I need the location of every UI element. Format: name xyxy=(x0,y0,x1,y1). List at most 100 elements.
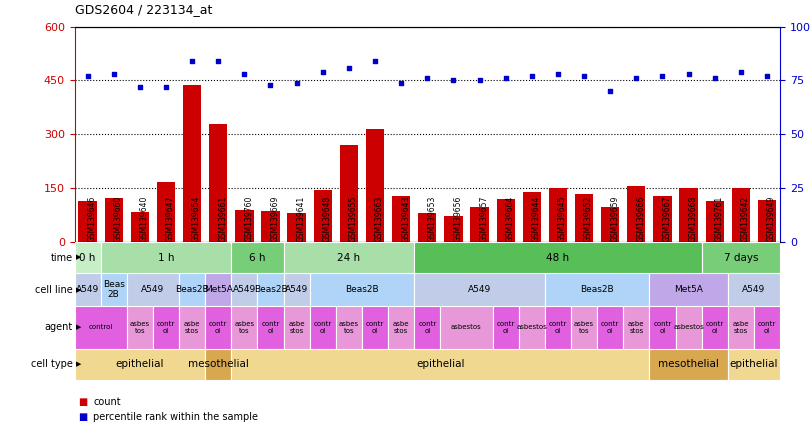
Text: contr
ol: contr ol xyxy=(366,321,384,334)
Text: mesothelial: mesothelial xyxy=(659,359,719,369)
Text: GSM139663: GSM139663 xyxy=(375,196,384,242)
Text: ■: ■ xyxy=(79,412,87,422)
Text: cell type: cell type xyxy=(31,359,73,369)
Bar xyxy=(601,207,620,242)
Text: GSM139655: GSM139655 xyxy=(349,196,358,242)
Bar xyxy=(232,349,650,380)
Bar xyxy=(232,306,258,349)
Text: GSM139659: GSM139659 xyxy=(610,196,619,242)
Bar xyxy=(75,242,100,273)
Bar xyxy=(100,242,232,273)
Text: 48 h: 48 h xyxy=(547,253,569,262)
Bar xyxy=(727,273,780,306)
Text: Beas
2B: Beas 2B xyxy=(103,280,125,299)
Text: cell line: cell line xyxy=(35,285,73,295)
Text: ▶: ▶ xyxy=(76,361,82,367)
Text: asbes
tos: asbes tos xyxy=(234,321,254,334)
Bar xyxy=(545,306,571,349)
Text: 1 h: 1 h xyxy=(158,253,174,262)
Point xyxy=(603,88,616,95)
Bar xyxy=(518,306,545,349)
Bar xyxy=(104,198,123,242)
Point xyxy=(185,58,198,65)
Bar xyxy=(758,200,776,242)
Point xyxy=(735,68,748,75)
Bar xyxy=(205,273,232,306)
Bar xyxy=(75,349,205,380)
Text: asbestos: asbestos xyxy=(517,325,548,330)
Bar xyxy=(497,199,515,242)
Text: asbe
stos: asbe stos xyxy=(628,321,645,334)
Point xyxy=(238,71,251,78)
Bar xyxy=(676,306,701,349)
Bar xyxy=(650,306,676,349)
Bar xyxy=(157,182,175,242)
Bar xyxy=(414,242,701,273)
Text: count: count xyxy=(93,397,121,407)
Bar xyxy=(414,306,441,349)
Text: GSM139653: GSM139653 xyxy=(428,196,437,242)
Bar xyxy=(235,210,254,242)
Text: Beas2B: Beas2B xyxy=(175,285,209,294)
Bar xyxy=(388,306,414,349)
Bar xyxy=(492,306,518,349)
Point xyxy=(656,73,669,80)
Bar xyxy=(654,196,671,242)
Bar xyxy=(179,306,205,349)
Text: contr
ol: contr ol xyxy=(262,321,279,334)
Point xyxy=(526,73,539,80)
Text: GSM139640: GSM139640 xyxy=(140,196,149,242)
Text: 6 h: 6 h xyxy=(249,253,266,262)
Bar xyxy=(575,194,593,242)
Point xyxy=(682,71,695,78)
Bar xyxy=(731,188,750,242)
Bar xyxy=(727,306,754,349)
Point xyxy=(134,83,147,91)
Text: A549: A549 xyxy=(285,285,309,294)
Bar xyxy=(444,216,463,242)
Text: asbe
stos: asbe stos xyxy=(393,321,409,334)
Text: contr
ol: contr ol xyxy=(497,321,515,334)
Point xyxy=(316,68,329,75)
Text: contr
ol: contr ol xyxy=(601,321,620,334)
Bar xyxy=(362,306,388,349)
Text: A549: A549 xyxy=(232,285,256,294)
Text: GSM139647: GSM139647 xyxy=(166,196,175,242)
Text: GSM139656: GSM139656 xyxy=(454,196,463,242)
Text: GSM139661: GSM139661 xyxy=(218,196,228,242)
Bar xyxy=(571,306,597,349)
Text: GSM139648: GSM139648 xyxy=(322,196,332,242)
Text: contr
ol: contr ol xyxy=(706,321,724,334)
Text: GSM139660: GSM139660 xyxy=(113,196,123,242)
Point xyxy=(473,77,486,84)
Bar xyxy=(288,213,305,242)
Text: GSM139643: GSM139643 xyxy=(401,196,410,242)
Bar xyxy=(205,349,232,380)
Bar xyxy=(701,242,780,273)
Text: GSM139646: GSM139646 xyxy=(87,196,96,242)
Text: contr
ol: contr ol xyxy=(654,321,671,334)
Text: 24 h: 24 h xyxy=(337,253,360,262)
Text: Beas2B: Beas2B xyxy=(254,285,288,294)
Bar xyxy=(727,349,780,380)
Text: GSM139669: GSM139669 xyxy=(271,196,279,242)
Text: percentile rank within the sample: percentile rank within the sample xyxy=(93,412,258,422)
Text: asbes
tos: asbes tos xyxy=(339,321,359,334)
Text: GDS2604 / 223134_at: GDS2604 / 223134_at xyxy=(75,3,212,16)
Point xyxy=(211,58,224,65)
Text: contr
ol: contr ol xyxy=(549,321,567,334)
Point xyxy=(447,77,460,84)
Text: contr
ol: contr ol xyxy=(157,321,175,334)
Text: GSM139666: GSM139666 xyxy=(637,196,646,242)
Bar xyxy=(205,306,232,349)
Text: asbestos: asbestos xyxy=(451,325,482,330)
Text: ▶: ▶ xyxy=(76,325,82,330)
Point xyxy=(708,75,721,82)
Bar xyxy=(680,188,697,242)
Bar xyxy=(262,211,279,242)
Point xyxy=(160,83,173,91)
Text: GSM139668: GSM139668 xyxy=(688,196,697,242)
Text: epithelial: epithelial xyxy=(116,359,164,369)
Point xyxy=(343,64,356,71)
Bar xyxy=(309,306,336,349)
